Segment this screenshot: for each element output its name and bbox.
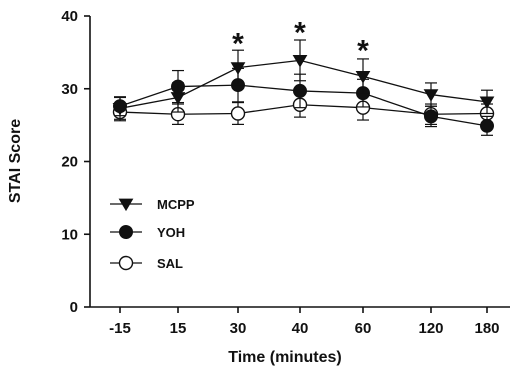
- legend-label-mcpp: MCPP: [157, 197, 195, 212]
- data-point-sal: [230, 106, 246, 121]
- data-point-mcpp: [292, 55, 308, 68]
- x-tick-label: 15: [170, 320, 187, 337]
- data-point-mcpp: [423, 89, 439, 102]
- annotation-layer: * * *: [232, 16, 369, 67]
- data-point-yoh: [480, 118, 494, 133]
- y-axis-title: STAI Score: [7, 119, 24, 203]
- data-point-mcpp: [230, 62, 246, 75]
- x-tick-label: -15: [109, 320, 131, 337]
- legend-marker-sal: [118, 255, 134, 271]
- x-tick-label: 120: [418, 320, 443, 337]
- data-point-mcpp: [170, 92, 186, 105]
- data-point-mcpp: [355, 71, 371, 84]
- y-tick-label: 10: [61, 226, 78, 243]
- x-tick-label: 60: [355, 320, 372, 337]
- x-axis-title: Time (minutes): [228, 349, 342, 366]
- legend-marker-mcpp: [118, 198, 134, 212]
- series-layer: [112, 39, 495, 136]
- legend-label-yoh: YOH: [157, 225, 185, 240]
- y-tick-label: 0: [70, 299, 78, 316]
- series-mcpp: [112, 39, 495, 120]
- x-tick-label: 30: [230, 320, 247, 337]
- significance-star: *: [232, 27, 244, 60]
- legend-marker-yoh: [119, 225, 133, 239]
- y-tick-label: 30: [61, 81, 78, 98]
- legend: MCPP YOH SAL: [110, 197, 195, 271]
- y-tick-label: 40: [61, 8, 78, 25]
- x-tick-label: 40: [292, 320, 309, 337]
- x-tick-label: 180: [474, 320, 499, 337]
- y-ticks: 0 10 20 30 40: [61, 8, 90, 316]
- x-ticks: -15 15 30 40 60 120 180: [109, 307, 500, 337]
- y-tick-label: 20: [61, 154, 78, 171]
- legend-label-sal: SAL: [157, 256, 183, 271]
- data-point-mcpp: [479, 96, 495, 110]
- data-point-yoh: [293, 83, 307, 98]
- significance-star: *: [357, 35, 369, 68]
- data-point-yoh: [424, 109, 438, 124]
- data-point-mcpp: [112, 103, 128, 116]
- significance-star: *: [294, 16, 306, 49]
